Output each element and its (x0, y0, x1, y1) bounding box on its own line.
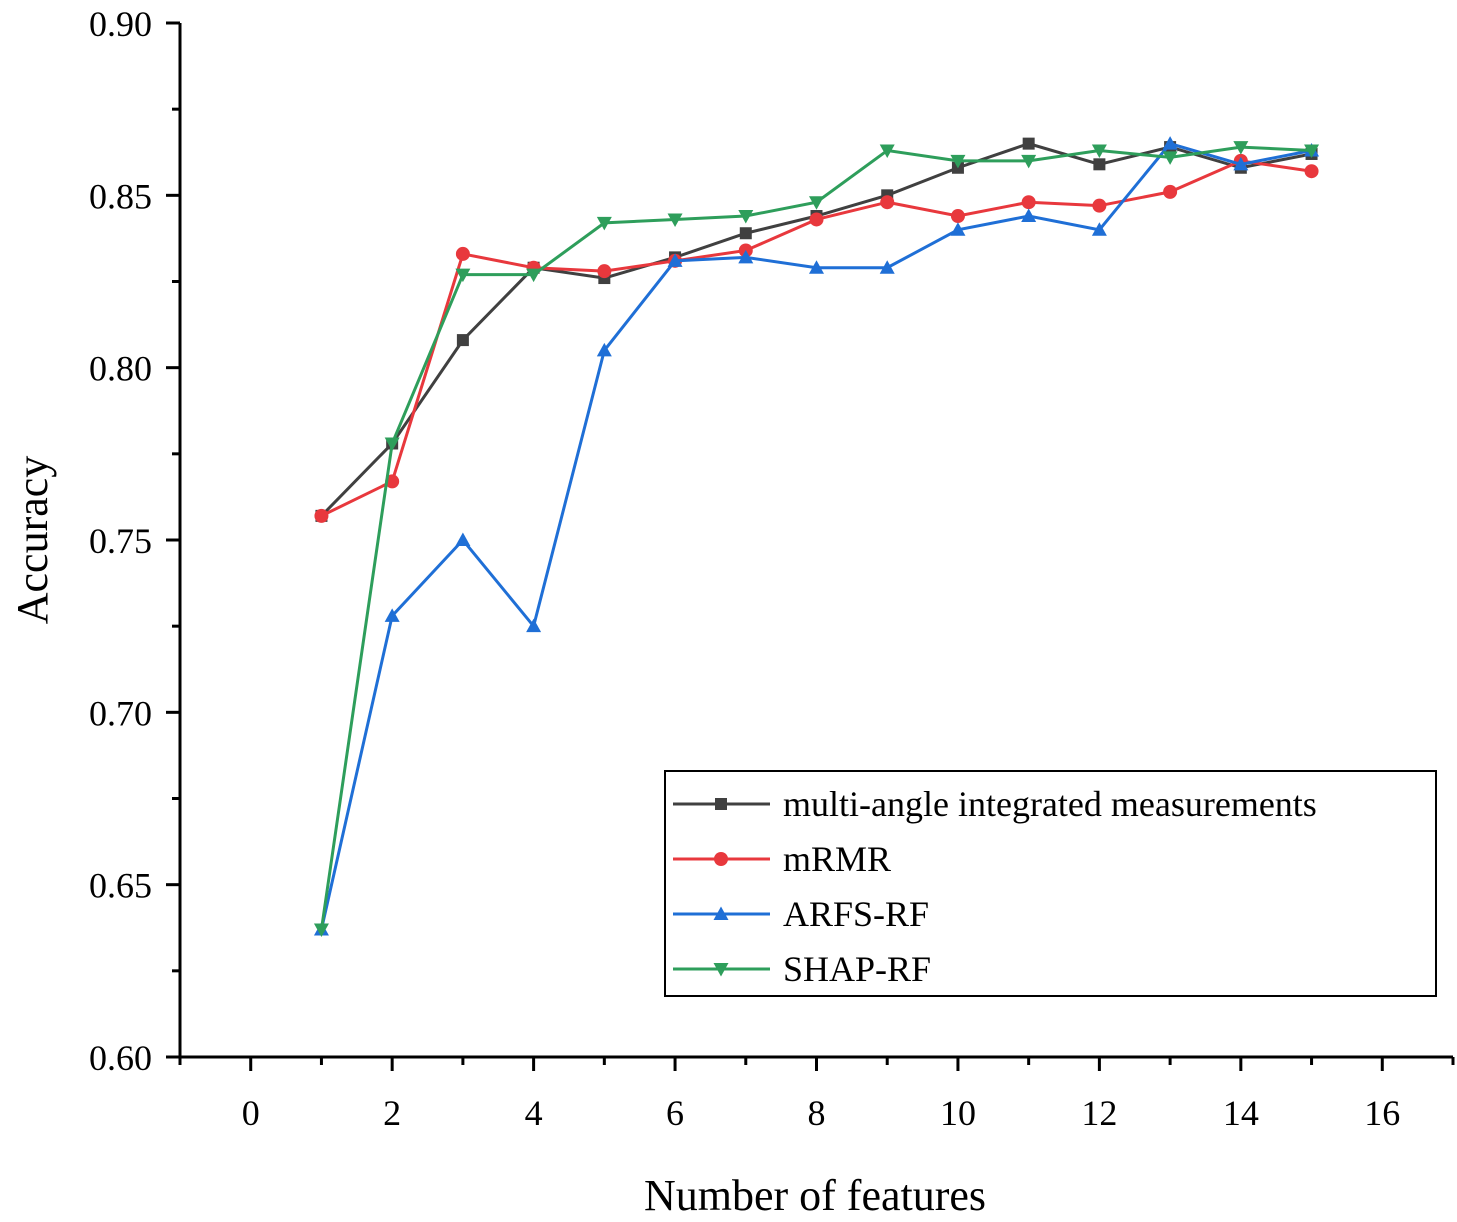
data-point (526, 618, 542, 633)
legend: multi-angle integrated measurements mRMR A… (664, 770, 1437, 997)
y-tick-label: 0.85 (89, 176, 152, 216)
data-point (455, 532, 471, 546)
data-point (1162, 136, 1178, 150)
legend-item: ARFS-RF (673, 894, 929, 934)
series-3 (313, 136, 1320, 936)
data-point (667, 253, 683, 267)
data-point (950, 222, 966, 236)
x-axis-title: Number of features (644, 1171, 986, 1220)
legend-marker (714, 852, 728, 866)
data-point (1233, 141, 1249, 155)
y-axis-title: Accuracy (8, 456, 57, 625)
data-point (950, 209, 965, 224)
data-point (950, 154, 966, 169)
data-point (314, 508, 329, 523)
legend-label: ARFS-RF (783, 894, 929, 934)
data-point (809, 212, 824, 227)
data-point (879, 260, 895, 274)
y-tick-label: 0.90 (89, 4, 152, 44)
data-point (1091, 144, 1107, 159)
data-point (809, 196, 824, 210)
data-point (1093, 158, 1106, 171)
data-point (597, 264, 612, 279)
data-point (1163, 184, 1178, 199)
data-point (1022, 137, 1035, 150)
data-point (1233, 156, 1249, 171)
data-point (1092, 198, 1107, 213)
data-point (1162, 151, 1178, 165)
legend-box (664, 770, 1437, 997)
data-point (739, 227, 752, 240)
axes: 0.60 0.65 0.70 0.75 0.80 0.85 0.90 0 2 4 6 8 10 12 14 1… (89, 4, 1455, 1133)
data-point (738, 210, 754, 224)
data-point (455, 246, 470, 261)
x-tick-label: 16 (1364, 1093, 1400, 1133)
data-point (1304, 164, 1319, 179)
x-tick-label: 2 (383, 1093, 401, 1133)
data-point (596, 342, 612, 357)
legend-marker (713, 963, 729, 977)
data-point (384, 437, 400, 451)
legend-marker (715, 798, 727, 810)
x-tick-label: 14 (1223, 1093, 1259, 1133)
y-tick-label: 0.60 (89, 1038, 152, 1078)
x-tick-label: 12 (1081, 1093, 1117, 1133)
data-point (880, 195, 895, 210)
legend-marker (713, 906, 729, 920)
data-point (526, 268, 542, 283)
data-point (738, 249, 754, 264)
legend-item: mRMR (673, 839, 891, 879)
x-tick-label: 4 (525, 1093, 543, 1133)
data-point (1021, 208, 1037, 223)
data-point (1021, 154, 1037, 169)
series-4 (313, 141, 1320, 937)
y-tick-label: 0.75 (89, 521, 152, 561)
data-point (313, 923, 329, 937)
legend-label: multi-angle integrated measurements (783, 784, 1317, 824)
y-tick-label: 0.70 (89, 693, 152, 733)
data-point (596, 216, 612, 231)
data-point (879, 144, 895, 159)
data-point (1304, 144, 1320, 159)
legend-item: multi-angle integrated measurements (673, 784, 1317, 824)
x-tick-label: 10 (940, 1093, 976, 1133)
legend-label: mRMR (783, 839, 891, 879)
series-layer (313, 136, 1320, 937)
x-tick-label: 8 (808, 1093, 826, 1133)
data-point (1091, 222, 1107, 236)
data-point (455, 268, 471, 283)
y-tick-label: 0.80 (89, 349, 152, 389)
y-tick-label: 0.65 (89, 866, 152, 906)
data-point (1021, 195, 1036, 210)
data-point (809, 260, 824, 274)
x-tick-label: 0 (242, 1093, 260, 1133)
legend-label: SHAP-RF (783, 949, 931, 989)
x-tick-label: 6 (666, 1093, 684, 1133)
legend-item: SHAP-RF (673, 949, 931, 989)
data-point (456, 334, 469, 347)
data-point (667, 213, 683, 227)
data-point (384, 608, 400, 622)
